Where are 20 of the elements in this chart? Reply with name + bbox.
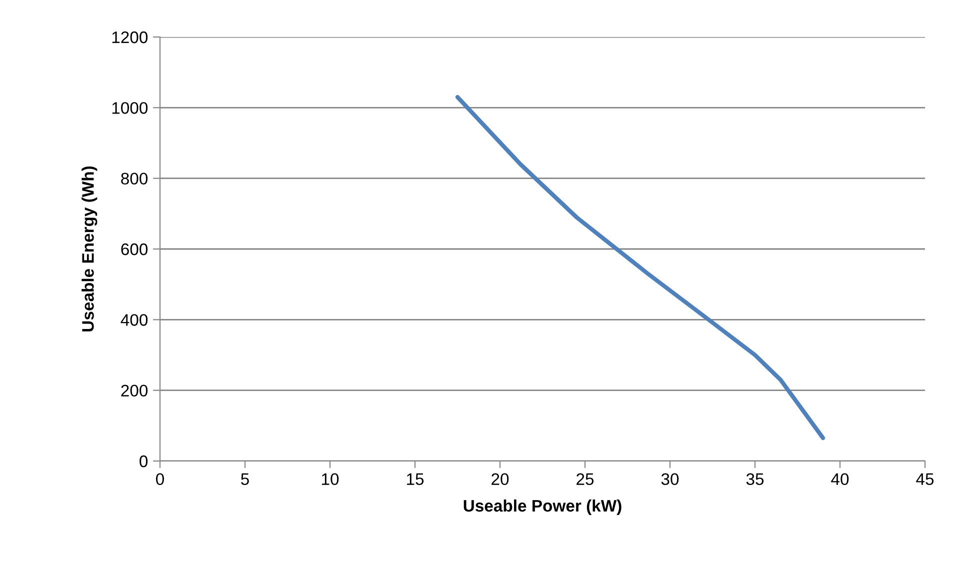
y-tick-label: 0 (140, 455, 148, 468)
x-tick-label: 20 (492, 473, 509, 486)
x-tick-label: 5 (241, 473, 249, 486)
x-tick-label: 35 (746, 473, 764, 486)
y-tick-label: 600 (121, 243, 148, 256)
y-axis-title: Useable Energy (Wh) (82, 166, 98, 332)
y-tick-label: 1200 (112, 31, 148, 44)
y-tick-label: 1000 (112, 102, 148, 114)
x-tick-label: 0 (156, 473, 164, 486)
line-series (455, 94, 826, 440)
x-axis-title: Useable Power (kW) (464, 499, 622, 515)
x-tick-label: 45 (916, 473, 934, 486)
y-tick-label: 800 (121, 172, 148, 185)
x-tick-label: 40 (831, 473, 849, 486)
x-tick-label: 10 (322, 473, 339, 486)
y-tick-label: 200 (121, 384, 148, 397)
x-tick-label: 25 (576, 473, 594, 486)
x-tick-label: 15 (407, 473, 424, 486)
y-tick-label: 400 (120, 314, 148, 326)
x-tick-label: 30 (661, 473, 679, 486)
